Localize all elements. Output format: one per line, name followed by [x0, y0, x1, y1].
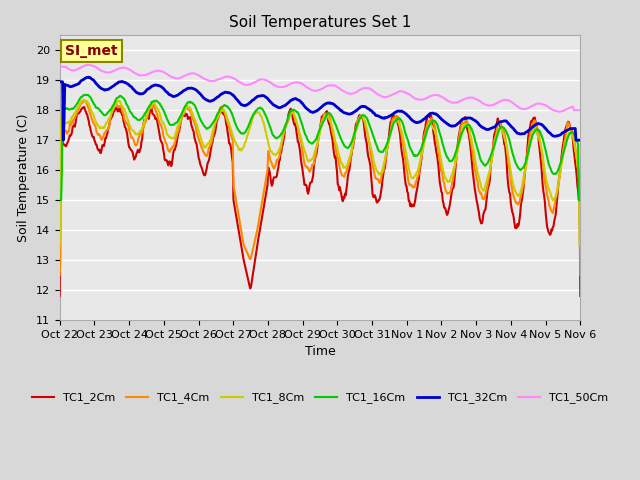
TC1_2Cm — [119, 111, 127, 117]
TC1_32Cm — [577, 137, 584, 143]
TC1_4Cm — [200, 149, 207, 155]
TC1_50Cm — [84, 62, 92, 68]
TC1_4Cm — [81, 97, 88, 103]
TC1_16Cm — [65, 107, 73, 112]
TC1_8Cm — [120, 106, 127, 112]
Line: TC1_32Cm: TC1_32Cm — [60, 77, 580, 140]
TC1_8Cm — [172, 128, 180, 134]
Y-axis label: Soil Temperature (C): Soil Temperature (C) — [17, 113, 30, 242]
TC1_4Cm — [577, 272, 584, 278]
TC1_4Cm — [56, 272, 63, 278]
TC1_4Cm — [399, 140, 407, 146]
TC1_4Cm — [65, 128, 73, 133]
TC1_50Cm — [65, 66, 73, 72]
TC1_50Cm — [384, 94, 392, 100]
TC1_16Cm — [81, 92, 88, 97]
TC1_16Cm — [384, 139, 392, 145]
TC1_32Cm — [173, 93, 181, 98]
TC1_4Cm — [384, 141, 392, 147]
TC1_8Cm — [399, 133, 407, 139]
TC1_32Cm — [56, 79, 63, 84]
TC1_32Cm — [66, 84, 74, 89]
TC1_50Cm — [556, 109, 564, 115]
TC1_50Cm — [120, 65, 127, 71]
TC1_32Cm — [120, 79, 128, 85]
Line: TC1_50Cm: TC1_50Cm — [60, 65, 580, 112]
TC1_16Cm — [399, 121, 407, 127]
TC1_2Cm — [172, 142, 180, 148]
TC1_2Cm — [200, 172, 207, 178]
Line: TC1_16Cm: TC1_16Cm — [60, 95, 580, 200]
TC1_16Cm — [120, 96, 127, 101]
TC1_50Cm — [56, 64, 63, 70]
TC1_2Cm — [147, 104, 155, 109]
X-axis label: Time: Time — [305, 345, 335, 358]
TC1_50Cm — [200, 76, 207, 82]
Text: SI_met: SI_met — [65, 44, 118, 58]
TC1_2Cm — [399, 156, 407, 161]
Legend: TC1_2Cm, TC1_4Cm, TC1_8Cm, TC1_16Cm, TC1_32Cm, TC1_50Cm: TC1_2Cm, TC1_4Cm, TC1_8Cm, TC1_16Cm, TC1… — [28, 388, 612, 408]
Title: Soil Temperatures Set 1: Soil Temperatures Set 1 — [229, 15, 411, 30]
TC1_4Cm — [120, 111, 127, 117]
TC1_32Cm — [400, 109, 408, 115]
TC1_32Cm — [85, 74, 93, 80]
TC1_50Cm — [172, 75, 180, 81]
TC1_8Cm — [200, 143, 207, 149]
TC1_16Cm — [172, 120, 180, 126]
TC1_16Cm — [577, 197, 584, 203]
TC1_50Cm — [399, 89, 407, 95]
TC1_2Cm — [577, 293, 584, 299]
Line: TC1_2Cm: TC1_2Cm — [60, 107, 580, 296]
TC1_8Cm — [80, 97, 88, 103]
TC1_32Cm — [385, 114, 392, 120]
TC1_4Cm — [172, 135, 180, 141]
Line: TC1_8Cm: TC1_8Cm — [60, 100, 580, 245]
TC1_8Cm — [56, 242, 63, 248]
TC1_16Cm — [200, 122, 207, 128]
TC1_2Cm — [384, 143, 392, 149]
TC1_2Cm — [65, 135, 73, 141]
TC1_32Cm — [201, 96, 209, 101]
TC1_32Cm — [60, 137, 67, 143]
TC1_16Cm — [56, 197, 63, 203]
Line: TC1_4Cm: TC1_4Cm — [60, 100, 580, 275]
TC1_50Cm — [577, 108, 584, 113]
TC1_8Cm — [384, 144, 392, 150]
TC1_2Cm — [56, 293, 63, 299]
TC1_8Cm — [65, 119, 73, 124]
TC1_8Cm — [577, 242, 584, 248]
